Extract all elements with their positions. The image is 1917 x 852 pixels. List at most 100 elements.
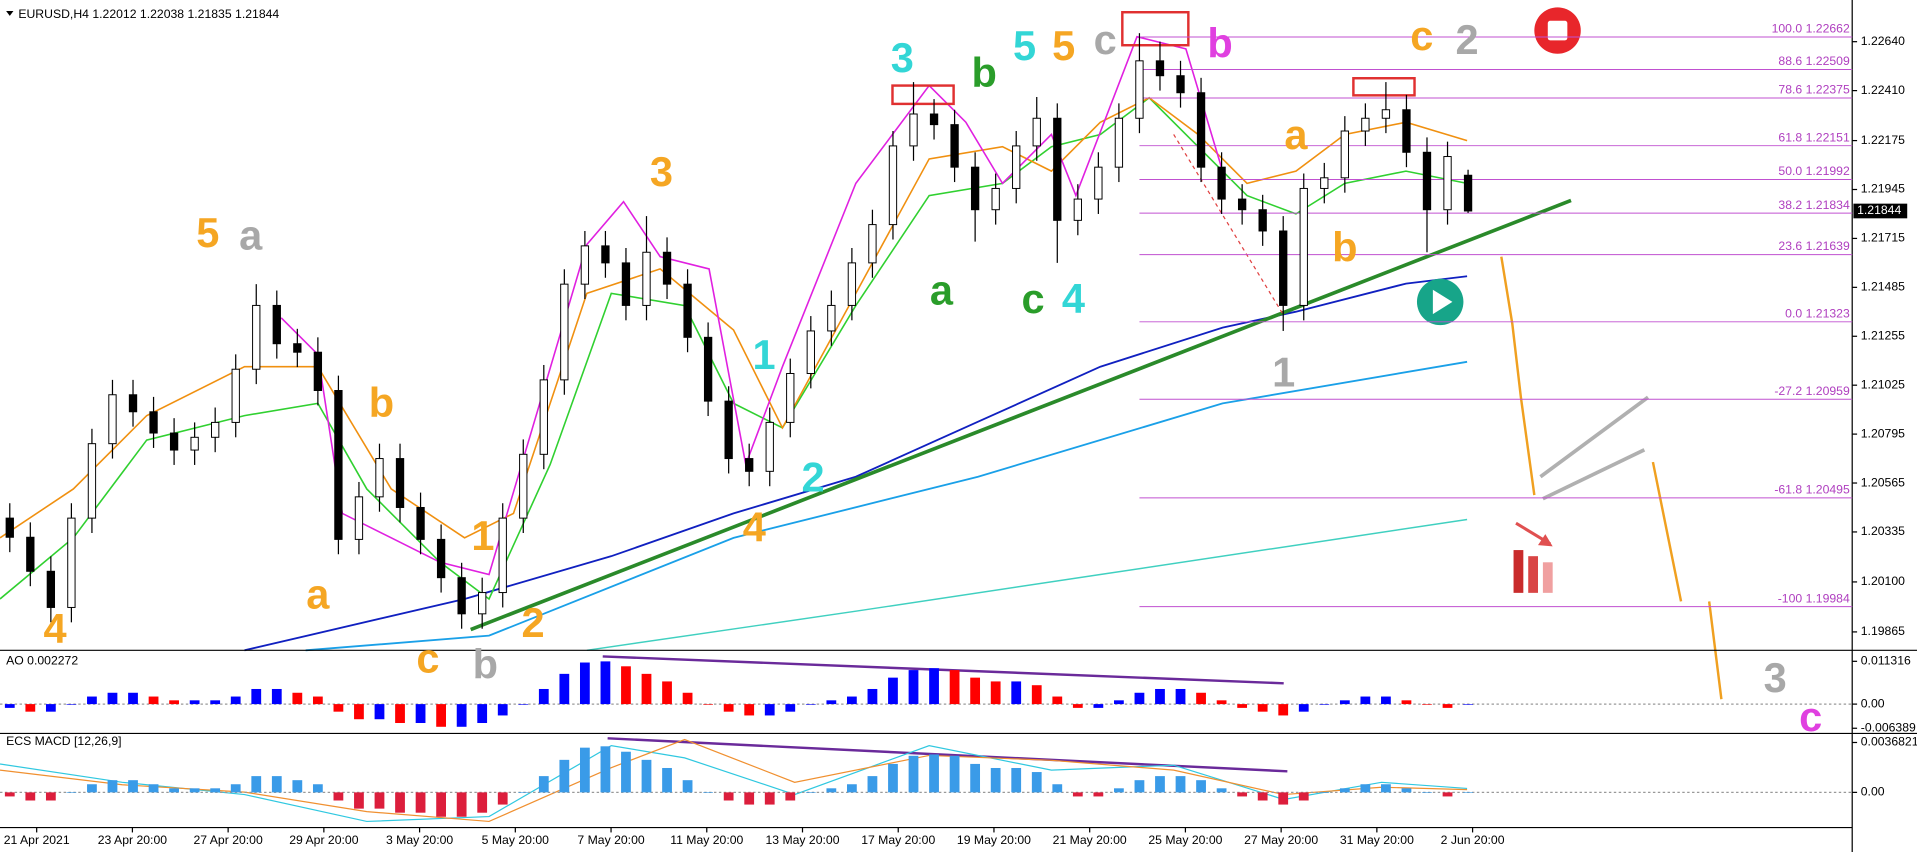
wave-label: b [1207,19,1232,66]
histogram-bar [4,792,15,797]
histogram-bar [1422,704,1432,705]
y-tick-label: 1.22640 [1861,34,1905,48]
histogram-bar [538,688,549,705]
fib-price: 1.22662 [1806,22,1850,36]
wave-label: b [369,379,394,426]
fib-label: 50.0 1.21992 [1778,164,1850,178]
candle-body [847,262,857,306]
histogram-bar [148,784,159,793]
candle-body [26,536,35,572]
candle-body [909,113,918,147]
histogram-bar [1278,704,1289,716]
histogram-bar [703,792,714,793]
symbol-header: EURUSD,H4 1.22012 1.22038 1.21835 1.2184… [18,7,279,21]
histogram-bar [1298,704,1309,712]
candle-body [601,245,610,264]
fib-ratio: 50.0 [1778,164,1802,178]
histogram-bar [333,704,344,712]
candle-body [436,538,446,579]
candle-body [662,251,672,285]
histogram-bar [456,792,467,817]
histogram-bar [621,751,631,793]
histogram-bar [230,696,241,705]
histogram-bar [662,681,672,705]
candle-body [1217,166,1226,200]
histogram-bar [518,704,529,705]
histogram-bar [826,788,837,793]
candle-body [642,251,651,306]
histogram-bar [1114,700,1124,705]
wave-label: 2 [801,453,824,500]
histogram-bar [723,792,734,801]
candle-body [560,283,569,381]
candle-body [354,496,364,540]
histogram-bar [1196,692,1206,705]
x-tick-label: 31 May 20:00 [1340,833,1414,847]
y-tick-label: 0.011316 [1861,654,1911,668]
x-tick-label: 27 May 20:00 [1244,833,1318,847]
histogram-bar [538,776,549,793]
histogram-bar [888,763,898,793]
histogram-bar [559,759,570,793]
histogram-bar [271,776,282,793]
histogram-bar [87,784,97,793]
histogram-bar [1401,700,1412,705]
histogram-bar [1052,696,1063,705]
wave-label: b [1332,224,1357,271]
histogram-bar [374,704,385,720]
wave-label: c [416,634,439,681]
histogram-bar [292,780,303,793]
x-tick-label: 19 May 20:00 [957,833,1031,847]
histogram-bar [395,704,405,724]
y-tick-label: 1.21485 [1861,280,1905,294]
bars-icon [1513,550,1524,593]
fib-ratio: 0.0 [1785,307,1802,321]
histogram-bar [210,700,221,705]
histogram-bar [497,704,508,716]
y-tick-label: 1.20565 [1861,475,1905,489]
fib-price: 1.21323 [1806,307,1850,321]
candle-body [1237,198,1247,211]
projection-arrow [1539,395,1650,479]
stop-icon-square [1547,20,1568,41]
candle-body [67,517,76,608]
histogram-bar [579,747,590,793]
candle-body [1258,209,1267,232]
histogram-bar [1216,700,1227,705]
histogram-bar [1401,788,1412,793]
wave-label: c [1022,275,1045,322]
fib-ratio: -100 [1778,592,1803,606]
fib-ratio: 38.2 [1778,198,1802,212]
y-tick-label: 1.19865 [1861,624,1905,638]
x-tick-label: 21 Apr 2021 [4,833,70,847]
histogram-bar [1216,788,1227,793]
y-tick-label: 1.21945 [1861,182,1905,196]
wave-label: 4 [743,504,766,551]
wave-label: a [1284,111,1308,158]
histogram-bar [1134,692,1145,705]
candle-body [1176,75,1185,94]
histogram-bar [107,692,118,705]
histogram-bar [1031,772,1042,793]
histogram-bar [374,792,385,809]
y-tick-label: 1.20795 [1861,426,1905,440]
moving-average [244,275,1468,652]
histogram-bar [744,792,755,805]
candle-body [786,372,795,423]
wave-label: 4 [1062,275,1085,322]
y-tick-label: 1.22175 [1861,133,1905,147]
candle-body [1422,151,1432,211]
histogram-bar [1319,792,1330,793]
histogram-bar [1442,792,1453,797]
fib-price: 1.22151 [1806,131,1850,145]
histogram-bar [990,681,1001,705]
histogram-bar [764,704,775,716]
x-tick-label: 23 Apr 20:00 [98,833,168,847]
x-tick-label: 2 Jun 20:00 [1441,833,1505,847]
histogram-bar [395,792,405,813]
histogram-bar [1257,704,1268,712]
histogram-bar [1463,704,1473,705]
histogram-bar [1319,704,1330,705]
